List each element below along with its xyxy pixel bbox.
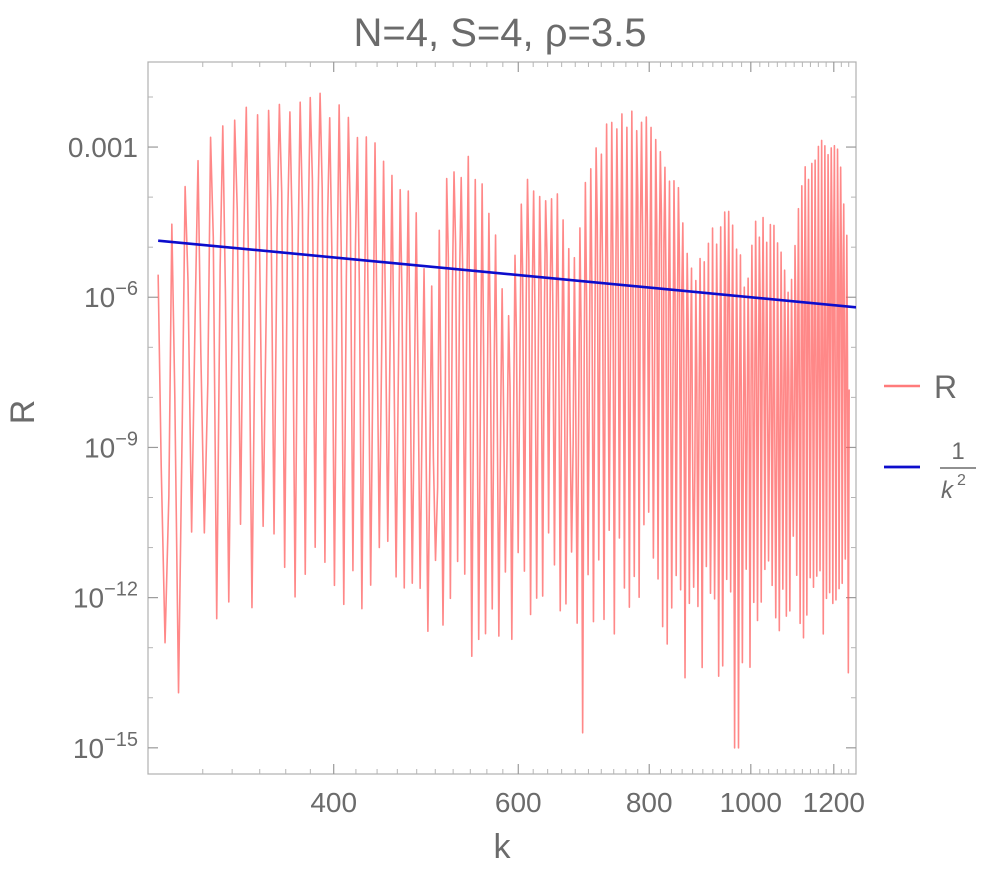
chart-title: N=4, S=4, ρ=3.5	[354, 11, 647, 55]
legend-fraction-numerator: 1	[951, 438, 964, 465]
x-axis-label: k	[494, 828, 512, 866]
plot-frame	[147, 61, 857, 775]
y-tick-label: 10−12	[73, 579, 138, 614]
tick-labels: 400 600 800 1000 1200 0.001 10−6 10−9 10−12 10−15	[68, 132, 865, 818]
legend-fraction-denominator: k	[941, 477, 955, 504]
x-tick-label: 600	[495, 787, 542, 818]
legend-r-label: R	[934, 369, 957, 405]
y-axis-label: R	[4, 400, 42, 425]
x-tick-label: 400	[310, 787, 357, 818]
y-tick-label: 0.001	[68, 132, 138, 163]
y-tick-label: 10−6	[84, 278, 138, 313]
legend: R 1 k 2	[884, 369, 976, 504]
x-tick-label: 1000	[720, 787, 782, 818]
minor-ticks	[148, 62, 856, 774]
y-tick-label: 10−15	[73, 729, 138, 764]
x-tick-label: 800	[626, 787, 673, 818]
legend-fraction-exponent: 2	[957, 472, 966, 489]
series-r-line	[157, 92, 850, 749]
x-tick-label: 1200	[803, 787, 865, 818]
y-tick-label: 10−9	[84, 428, 138, 463]
series-inverse-k-squared-line	[158, 239, 856, 309]
